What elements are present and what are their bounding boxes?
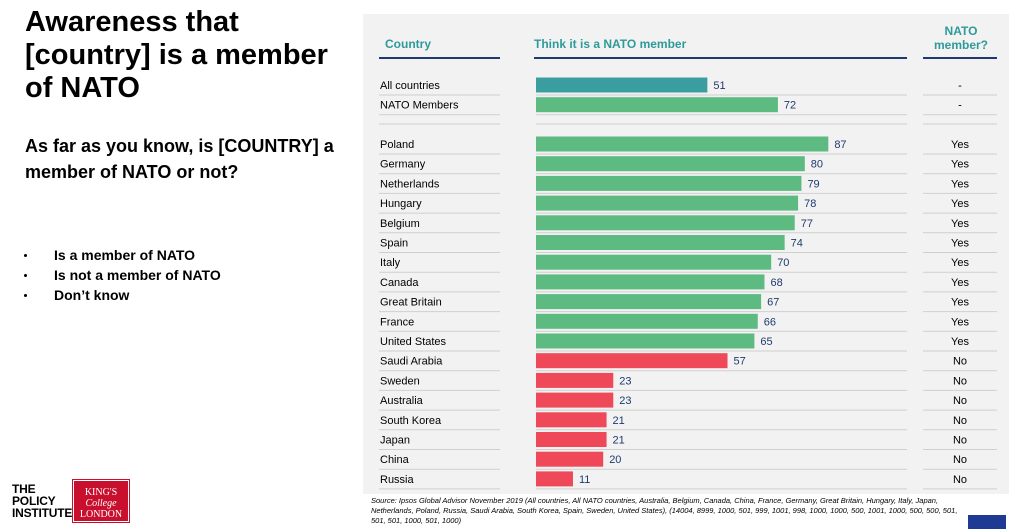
nato-status-label: Yes (951, 277, 969, 289)
nato-status-label: Yes (951, 238, 969, 250)
country-label: Australia (380, 395, 424, 407)
value-label: 51 (713, 80, 725, 92)
value-label: 66 (764, 316, 776, 328)
country-label: Russia (380, 474, 415, 486)
bullet-icon (24, 274, 27, 277)
bar (536, 274, 765, 290)
bullet-icon (24, 254, 27, 257)
nato-status-label: Yes (951, 159, 969, 171)
bar (536, 333, 755, 349)
value-label: 65 (760, 336, 772, 348)
value-label: 87 (834, 139, 846, 151)
value-label: 79 (807, 178, 819, 190)
chart-panel: Country Think it is a NATO member NATO m… (363, 14, 1009, 494)
country-label: Germany (380, 159, 426, 171)
value-label: 21 (613, 435, 625, 447)
nato-status-label: No (953, 415, 967, 427)
answer-option: Don’t know (24, 285, 221, 305)
bar (536, 175, 802, 191)
country-label: Canada (380, 277, 419, 289)
country-label: United States (380, 336, 447, 348)
nato-status-label: Yes (951, 178, 969, 190)
country-label: Hungary (380, 198, 422, 210)
answer-option: Is not a member of NATO (24, 265, 221, 285)
bar-chart: All countries 51 - NATO Members 72 - Poland 87 Y… (379, 57, 997, 490)
nato-status-label: No (953, 395, 967, 407)
value-label: 78 (804, 198, 816, 210)
bar (536, 195, 799, 211)
nato-status-label: No (953, 356, 967, 368)
column-header-think: Think it is a NATO member (534, 37, 687, 51)
country-label: Italy (380, 257, 401, 269)
country-label: Japan (380, 435, 410, 447)
page-title: Awareness that [country] is a member of … (25, 6, 328, 104)
answer-option: Is a member of NATO (24, 245, 221, 265)
bar (536, 353, 728, 369)
bar (536, 372, 614, 388)
value-label: 68 (770, 277, 782, 289)
bar (536, 313, 758, 329)
kings-college-logo: KING'S College LONDON (72, 479, 130, 523)
nato-status-label: Yes (951, 198, 969, 210)
bar (536, 215, 795, 231)
nato-status-label: No (953, 435, 967, 447)
country-label: Great Britain (380, 297, 442, 309)
country-label: Spain (380, 238, 408, 250)
policy-institute-logo: THE POLICY INSTITUTE (12, 482, 73, 520)
country-label: France (380, 316, 414, 328)
bar (536, 471, 573, 487)
value-label: 80 (811, 159, 823, 171)
nato-status-label: Yes (951, 316, 969, 328)
nato-status-label: No (953, 454, 967, 466)
country-label: All countries (380, 80, 440, 92)
bar (536, 294, 762, 310)
nato-status-label: Yes (951, 336, 969, 348)
bar (536, 392, 614, 408)
nato-status-label: Yes (951, 297, 969, 309)
country-label: Netherlands (380, 178, 440, 190)
bar (536, 254, 772, 270)
value-label: 72 (784, 100, 796, 112)
bar (536, 412, 607, 428)
value-label: 77 (801, 218, 813, 230)
value-label: 74 (791, 238, 803, 250)
country-label: Poland (380, 139, 414, 151)
country-label: South Korea (380, 415, 442, 427)
nato-status-label: - (958, 100, 962, 112)
nato-status-label: Yes (951, 257, 969, 269)
nato-status-label: Yes (951, 139, 969, 151)
value-label: 70 (777, 257, 789, 269)
nato-status-label: No (953, 375, 967, 387)
value-label: 23 (619, 395, 631, 407)
bar (536, 97, 778, 113)
value-label: 57 (734, 356, 746, 368)
source-note: Source: Ipsos Global Advisor November 20… (371, 496, 958, 525)
bar (536, 451, 604, 467)
bullet-icon (24, 294, 27, 297)
country-label: China (380, 454, 410, 466)
ipsos-logo-mark (968, 515, 1006, 529)
country-label: Belgium (380, 218, 420, 230)
country-label: Sweden (380, 375, 420, 387)
value-label: 67 (767, 297, 779, 309)
nato-status-label: No (953, 474, 967, 486)
column-header-nato: NATO member? (933, 24, 989, 52)
country-label: NATO Members (380, 100, 459, 112)
value-label: 20 (609, 454, 621, 466)
bar (536, 432, 607, 447)
survey-question: As far as you know, is [COUNTRY] a membe… (25, 136, 334, 182)
value-label: 23 (619, 375, 631, 387)
answer-options: Is a member of NATO Is not a member of N… (24, 245, 221, 305)
bar (536, 136, 829, 152)
nato-status-label: - (958, 80, 962, 92)
bar (536, 77, 708, 93)
nato-status-label: Yes (951, 218, 969, 230)
column-header-country: Country (385, 37, 431, 51)
bar (536, 156, 805, 172)
bar (536, 235, 785, 250)
value-label: 11 (579, 474, 590, 486)
country-label: Saudi Arabia (380, 356, 443, 368)
value-label: 21 (613, 415, 625, 427)
